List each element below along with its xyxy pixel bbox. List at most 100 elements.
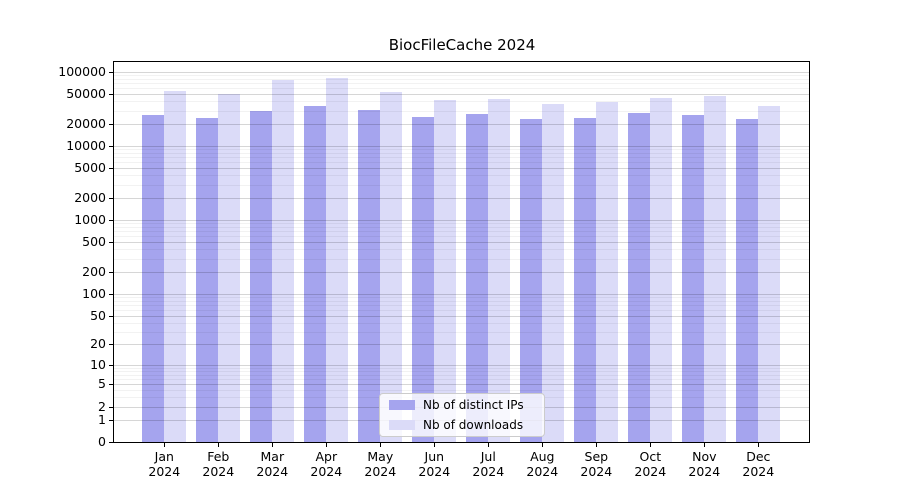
- grid-line-minor: [114, 227, 809, 229]
- bar-downloads: [542, 103, 565, 442]
- legend-label-downloads: Nb of downloads: [423, 418, 524, 432]
- y-tick-label: 5: [98, 376, 106, 392]
- grid-line-major: [114, 71, 809, 73]
- x-axis-tick: [380, 443, 382, 447]
- grid-line-minor: [114, 83, 809, 85]
- distinct-ips-swatch-icon: [389, 400, 415, 410]
- legend: Nb of distinct IPs Nb of downloads: [379, 393, 545, 437]
- bar-downloads: [758, 105, 781, 442]
- grid-line-minor: [114, 258, 809, 260]
- x-tick-label: Nov 2024: [688, 449, 721, 479]
- y-tick-label: 2000: [74, 189, 106, 205]
- y-axis-tick: [109, 442, 113, 443]
- x-axis-tick: [650, 443, 652, 447]
- bar-downloads: [650, 98, 673, 442]
- grid-line-minor: [114, 101, 809, 103]
- y-tick-label: 50000: [66, 86, 106, 102]
- y-tick-label: 200: [82, 263, 106, 279]
- grid-line-minor: [114, 184, 809, 186]
- grid-line-minor: [114, 368, 809, 369]
- y-axis-tick: [109, 145, 113, 147]
- grid-line-minor: [114, 231, 809, 233]
- bar-distinct-ips: [574, 117, 597, 442]
- grid-line-major: [114, 123, 809, 125]
- y-axis-tick: [109, 71, 113, 73]
- plot-area: [113, 61, 810, 443]
- x-tick-label: Apr 2024: [310, 449, 343, 479]
- y-axis-tick: [109, 94, 113, 96]
- y-axis-tick: [109, 315, 113, 317]
- x-tick-label: Feb 2024: [202, 449, 235, 479]
- grid-line-minor: [114, 110, 809, 112]
- bar-downloads: [164, 91, 187, 442]
- y-tick-label: 10: [90, 356, 106, 372]
- bar-distinct-ips: [250, 110, 273, 442]
- y-axis-tick: [109, 293, 113, 295]
- y-tick-label: 500: [82, 234, 106, 250]
- grid-line-major: [114, 242, 809, 244]
- grid-line-minor: [114, 371, 809, 373]
- grid-line-minor: [114, 322, 809, 324]
- y-tick-label: 20000: [66, 115, 106, 131]
- downloads-swatch-icon: [389, 420, 415, 430]
- grid-line-minor: [114, 309, 809, 311]
- x-axis-tick: [488, 443, 490, 447]
- y-axis-tick: [109, 344, 113, 346]
- grid-line-minor: [114, 223, 809, 225]
- y-tick-label: 50: [90, 307, 106, 323]
- y-axis-tick: [109, 242, 113, 244]
- y-axis-tick: [109, 384, 113, 386]
- grid-line-major: [114, 94, 809, 96]
- bar-distinct-ips: [358, 109, 381, 442]
- grid-line-major: [114, 293, 809, 295]
- x-axis-tick: [542, 443, 544, 447]
- grid-line-minor: [114, 249, 809, 251]
- x-axis-tick: [758, 443, 760, 447]
- grid-line-minor: [114, 236, 809, 238]
- bar-downloads: [272, 79, 295, 442]
- grid-line-minor: [114, 162, 809, 164]
- x-tick-label: Oct 2024: [634, 449, 667, 479]
- x-axis-tick: [434, 443, 436, 447]
- bar-distinct-ips: [736, 119, 759, 442]
- grid-line-major: [114, 271, 809, 273]
- x-axis-tick: [164, 443, 166, 447]
- bar-distinct-ips: [466, 114, 489, 442]
- grid-line-minor: [114, 379, 809, 381]
- bar-downloads: [326, 77, 349, 442]
- bar-distinct-ips: [520, 119, 543, 442]
- y-axis-tick: [109, 406, 113, 408]
- y-axis-tick: [109, 123, 113, 125]
- y-tick-label: 100: [82, 285, 106, 301]
- grid-line-major: [114, 197, 809, 199]
- grid-layer: [114, 62, 809, 442]
- grid-line-minor: [114, 153, 809, 155]
- grid-line-major: [114, 384, 809, 386]
- y-axis-tick: [109, 271, 113, 273]
- x-axis-tick: [704, 443, 706, 447]
- grid-line-major: [114, 315, 809, 317]
- bar-distinct-ips: [412, 116, 435, 442]
- grid-line-minor: [114, 88, 809, 90]
- y-axis-tick: [109, 197, 113, 199]
- legend-row-distinct-ips: Nb of distinct IPs: [389, 396, 544, 414]
- x-tick-label: Jul 2024: [472, 449, 505, 479]
- y-tick-label: 100000: [58, 63, 106, 79]
- grid-line-minor: [114, 157, 809, 159]
- grid-line-minor: [114, 75, 809, 77]
- grid-line-minor: [114, 390, 809, 392]
- bar-downloads: [434, 99, 457, 442]
- grid-line-minor: [114, 331, 809, 333]
- y-tick-label: 10000: [66, 137, 106, 153]
- x-tick-label: Mar 2024: [256, 449, 289, 479]
- grid-line-minor: [114, 149, 809, 151]
- bars-layer: [114, 62, 809, 442]
- bar-downloads: [596, 102, 619, 442]
- grid-line-major: [114, 168, 809, 170]
- bar-downloads: [704, 95, 727, 442]
- grid-line-major: [114, 364, 809, 366]
- legend-label-distinct-ips: Nb of distinct IPs: [423, 398, 524, 412]
- x-axis-tick: [326, 443, 328, 447]
- bar-distinct-ips: [142, 115, 165, 442]
